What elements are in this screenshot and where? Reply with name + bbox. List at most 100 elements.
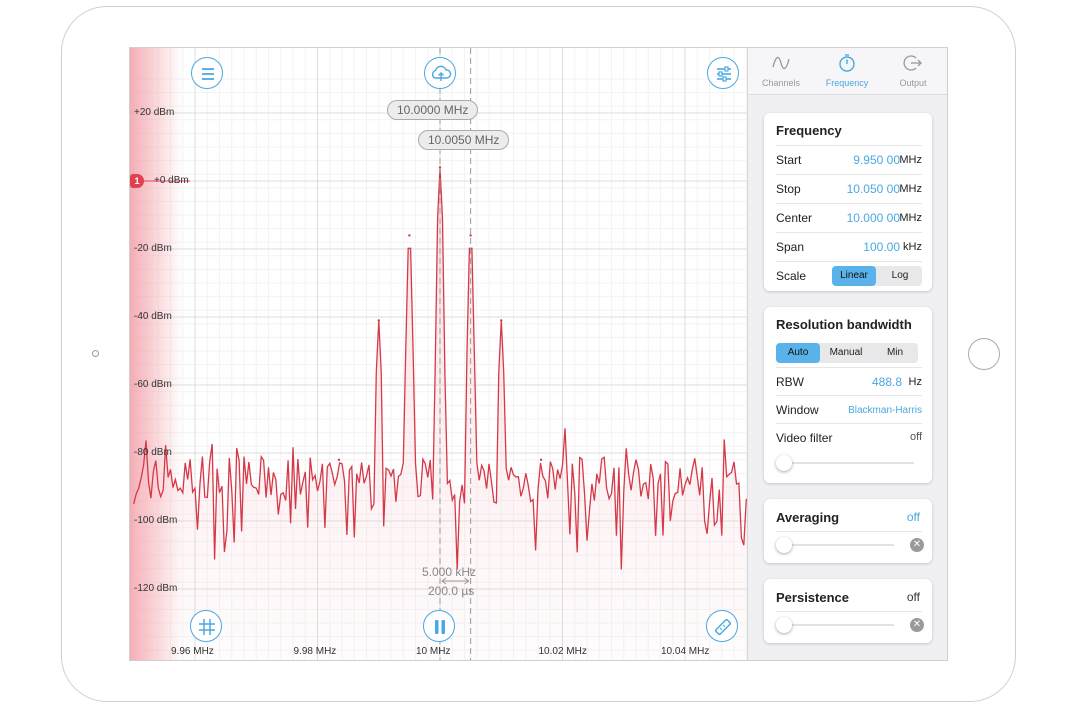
settings-sidebar: Channels Frequency Output — [747, 48, 947, 660]
home-button[interactable] — [968, 338, 1000, 370]
rbw-time-note: 200.0 µs — [428, 584, 475, 598]
averaging-value[interactable]: off — [906, 510, 920, 524]
scale-segmented-control: Linear Log — [832, 266, 922, 286]
center-unit: MHz — [899, 212, 922, 224]
peak-point — [500, 319, 503, 322]
measure-button[interactable] — [706, 610, 738, 642]
video-filter-row: Video filter off — [776, 423, 922, 452]
scale-log-option[interactable]: Log — [891, 270, 909, 281]
cloud-upload-button[interactable] — [424, 57, 456, 89]
start-unit: MHz — [899, 154, 922, 166]
grid-button[interactable] — [190, 610, 222, 642]
rbw-unit: Hz — [908, 376, 922, 388]
ruler-icon — [714, 618, 732, 636]
trace-fill — [130, 167, 747, 660]
sliders-icon — [717, 66, 731, 82]
persistence-title: Persistence — [776, 590, 849, 605]
span-label: Span — [776, 240, 805, 254]
sidebar-tabs: Channels Frequency Output — [748, 48, 947, 95]
averaging-card: Averaging off ✕ — [764, 499, 932, 563]
stop-row[interactable]: Stop 10.050 00 MHz — [776, 174, 922, 203]
video-filter-slider[interactable] — [776, 455, 922, 471]
rbw-mode-segmented-control: Auto Manual Min — [776, 343, 918, 363]
averaging-clear-icon[interactable]: ✕ — [910, 538, 924, 552]
tab-label: Output — [899, 78, 927, 88]
rbw-frequency-note: 5.000 kHz — [422, 565, 477, 579]
camera-icon — [92, 350, 99, 357]
center-value[interactable]: 10.000 00 — [846, 211, 900, 225]
cursor-pill-label: 10.0000 MHz — [397, 103, 469, 117]
y-tick-label: -100 dBm — [134, 515, 178, 526]
menu-icon — [202, 68, 214, 80]
resolution-bandwidth-card: Resolution bandwidth Auto Manual Min RBW… — [764, 307, 932, 483]
start-value[interactable]: 9.950 00 — [853, 153, 900, 167]
pause-button[interactable] — [423, 610, 455, 642]
cursor-pill-label: 10.0050 MHz — [428, 133, 500, 147]
slider-track — [784, 624, 894, 626]
y-tick-label: +0 dBm — [154, 175, 189, 186]
spectrum-plot[interactable]: +20 dBm +0 dBm -20 dBm -40 dBm -60 dBm -80 dB… — [130, 48, 747, 660]
averaging-slider[interactable] — [776, 537, 902, 553]
y-tick-label: -120 dBm — [134, 583, 178, 594]
stop-unit: MHz — [899, 183, 922, 195]
video-filter-label: Video filter — [776, 431, 833, 445]
stop-value[interactable]: 10.050 00 — [846, 182, 900, 196]
rbw-mode-manual[interactable]: Manual — [829, 347, 863, 358]
span-unit: kHz — [903, 241, 922, 253]
divider — [776, 531, 922, 532]
tab-label: Channels — [761, 78, 801, 88]
span-row[interactable]: Span 100.00 kHz — [776, 232, 922, 261]
span-value[interactable]: 100.00 — [863, 240, 900, 254]
cursor-frequency-pill[interactable]: 10.0050 MHz — [418, 130, 510, 150]
persistence-card: Persistence off ✕ — [764, 579, 932, 643]
y-tick-label: -80 dBm — [134, 447, 172, 458]
scale-label: Scale — [776, 269, 807, 283]
tab-frequency[interactable]: Frequency — [814, 48, 880, 94]
stop-label: Stop — [776, 182, 801, 196]
rbw-mode-auto[interactable]: Auto — [776, 343, 820, 363]
slider-track — [784, 462, 914, 464]
scale-linear-option[interactable]: Linear — [832, 266, 876, 286]
app-screen: +20 dBm +0 dBm -20 dBm -40 dBm -60 dBm -80 dB… — [129, 47, 948, 661]
peak-point — [438, 166, 442, 169]
y-tick-label: -40 dBm — [134, 311, 172, 322]
slider-knob[interactable] — [776, 537, 792, 553]
center-row[interactable]: Center 10.000 00 MHz — [776, 203, 922, 232]
start-row[interactable]: Start 9.950 00 MHz — [776, 145, 922, 174]
persistence-value[interactable]: off — [906, 590, 920, 604]
rbw-value[interactable]: 488.8 — [871, 375, 902, 389]
persistence-slider[interactable] — [776, 617, 902, 633]
window-label: Window — [776, 403, 819, 417]
delta-arrow-head — [441, 577, 447, 585]
window-value[interactable]: Blackman-Harris — [848, 405, 922, 416]
x-tick-label: 9.96 MHz — [171, 646, 214, 657]
y-tick-label: -20 dBm — [134, 243, 172, 254]
peak-point — [337, 458, 341, 461]
rbw-row[interactable]: RBW 488.8 Hz — [776, 367, 922, 396]
frequency-card: Frequency Start 9.950 00 MHz Stop 10.050… — [764, 113, 932, 291]
rbw-mode-min[interactable]: Min — [886, 347, 904, 358]
averaging-title: Averaging — [776, 510, 840, 525]
slider-knob[interactable] — [776, 455, 792, 471]
persistence-clear-icon[interactable]: ✕ — [910, 618, 924, 632]
slider-knob[interactable] — [776, 617, 792, 633]
scale-row: Scale Linear Log — [776, 261, 922, 290]
wave-icon — [772, 56, 790, 70]
start-label: Start — [776, 153, 802, 167]
settings-sliders-button[interactable] — [707, 57, 739, 89]
tab-channels[interactable]: Channels — [748, 48, 814, 94]
delta-arrow-head — [464, 577, 470, 585]
peak-point — [539, 458, 543, 461]
cursor-frequency-pill[interactable]: 10.0000 MHz — [387, 100, 479, 120]
y-tick-label: -60 dBm — [134, 379, 172, 390]
divider — [776, 611, 922, 612]
menu-button[interactable] — [191, 57, 223, 89]
slider-track — [784, 544, 894, 546]
tab-output[interactable]: Output — [880, 48, 946, 94]
window-row[interactable]: Window Blackman-Harris — [776, 395, 922, 424]
x-tick-label: 10.04 MHz — [661, 646, 710, 657]
marker-badge[interactable]: 1 — [130, 174, 144, 188]
rbw-label: RBW — [776, 375, 804, 389]
peak-point — [408, 234, 411, 237]
peak-point — [377, 319, 380, 322]
